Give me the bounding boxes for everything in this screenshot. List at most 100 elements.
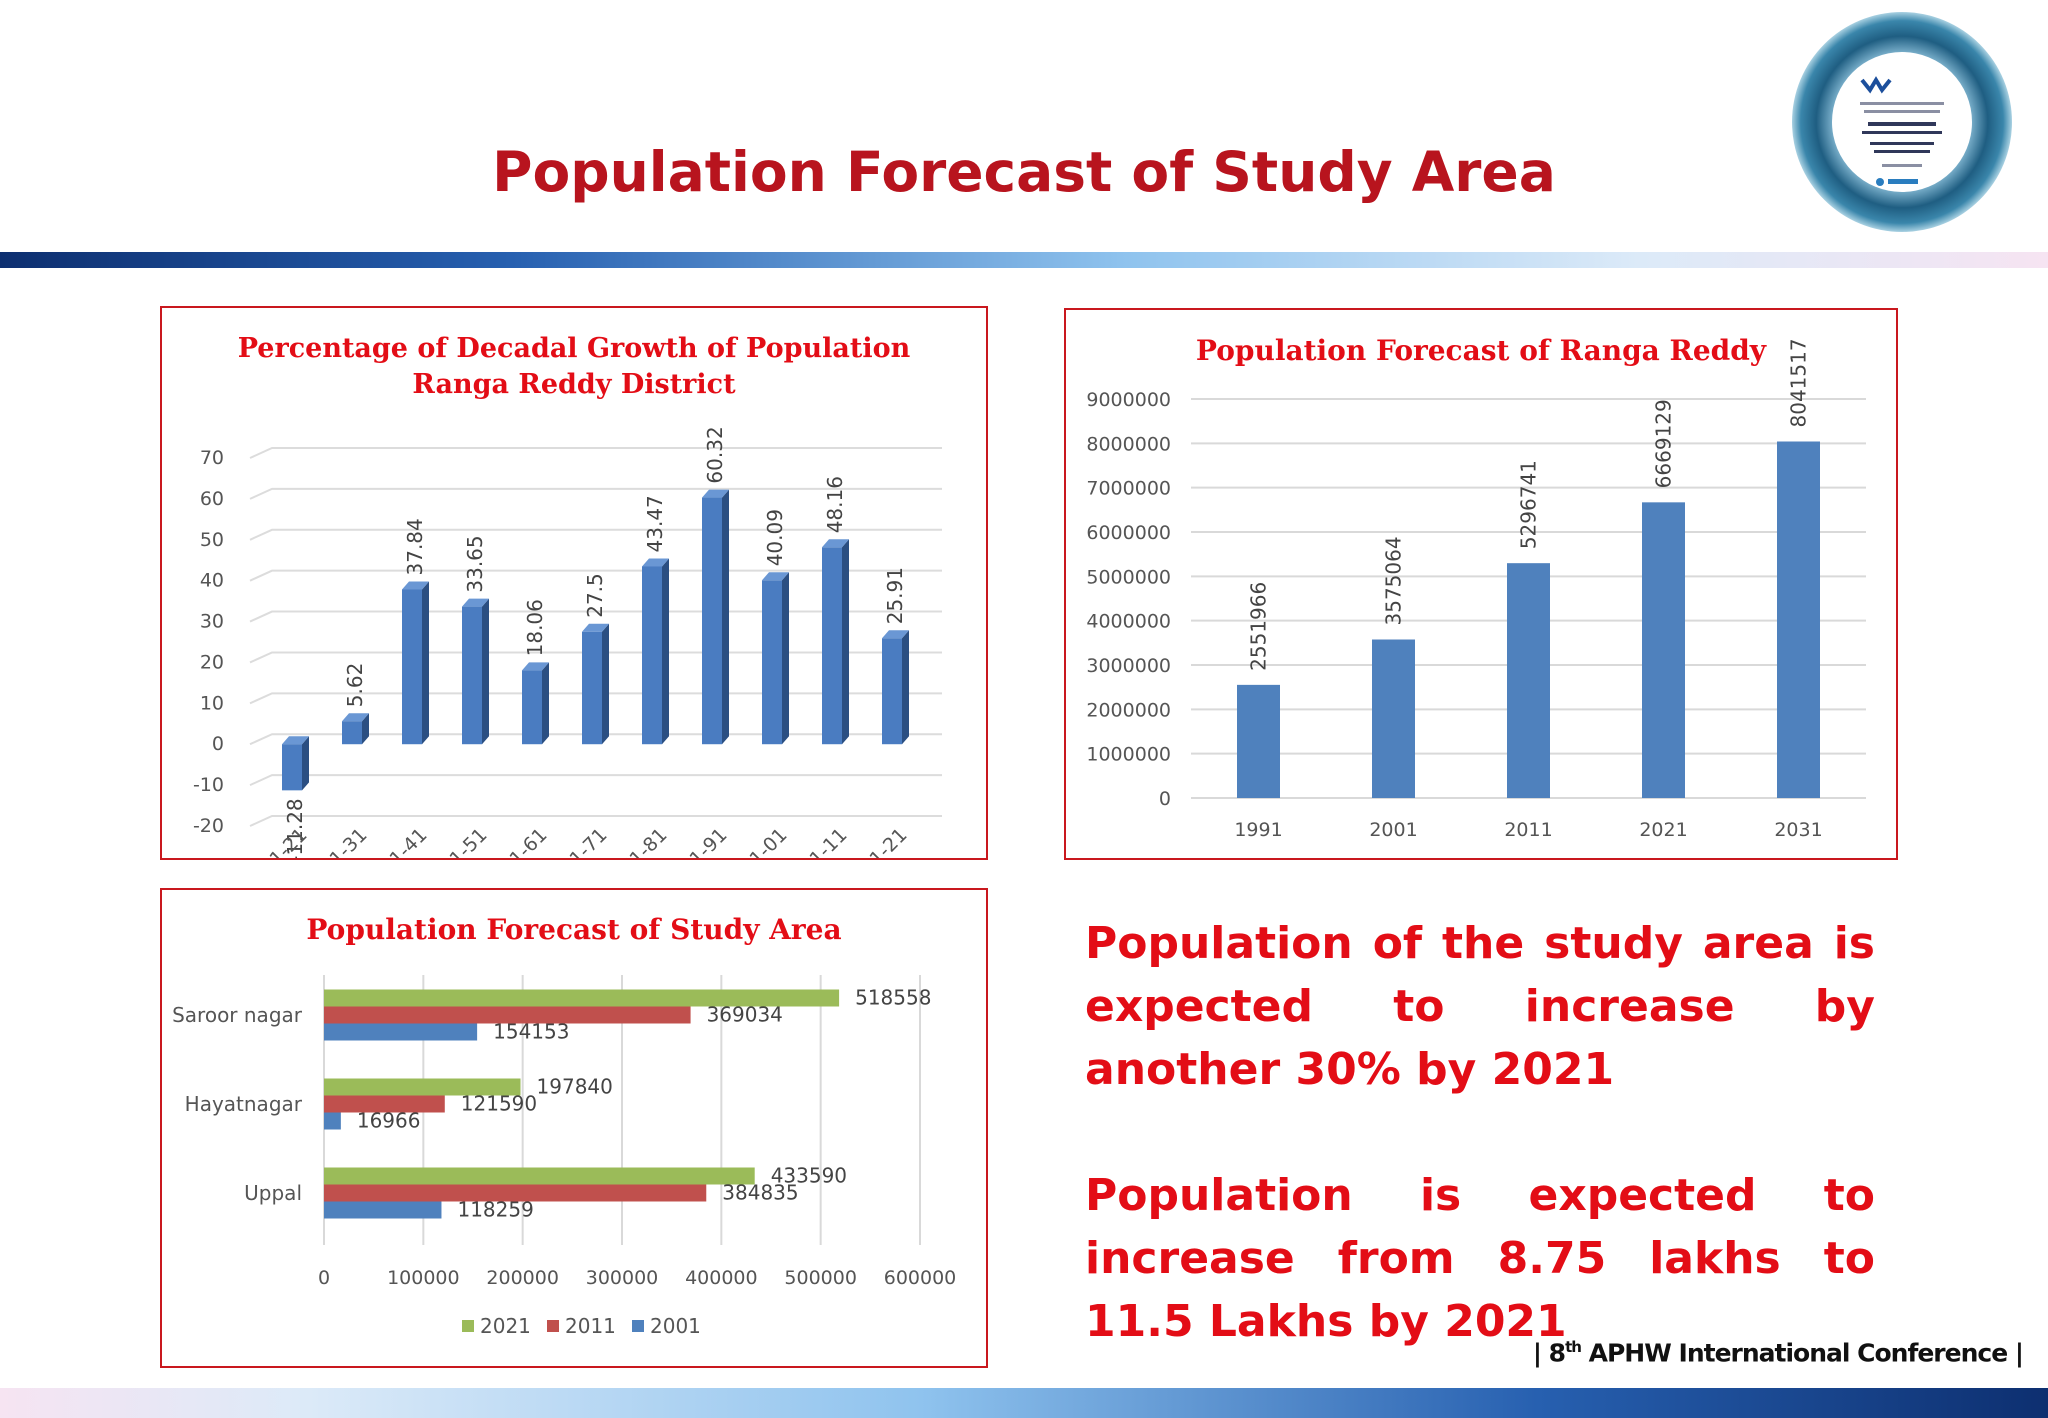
chart3-bar [324,1201,442,1219]
chart1-y-tick: 20 [200,651,224,673]
chart1-bar-top [882,630,909,639]
chart3-x-tick: 400000 [685,1267,758,1289]
chart1-subtitle: Ranga Reddy District [412,369,736,400]
chart1-gridline [249,487,942,500]
chart3-legend-label: 2021 [480,1314,531,1338]
chart3-data-label: 518558 [855,986,931,1010]
chart2-bar [1237,684,1280,798]
chart2-y-tick: 5000000 [1086,566,1171,588]
chart2-y-tick: 1000000 [1086,744,1171,766]
decadal-growth-chart: Percentage of Decadal Growth of Populati… [193,333,942,858]
chart3-bar [324,1078,521,1096]
chart1-bar-top [342,713,369,722]
chart1-x-tick: 1951-61 [480,824,552,858]
chart1-data-label: 25.91 [883,567,907,624]
ranga-reddy-forecast-panel: Population Forecast of Ranga Reddy 0 1000… [1064,308,1898,860]
chart1-bar [582,631,602,745]
chart1-bar-side [602,623,609,745]
chart2-y-tick: 2000000 [1086,699,1171,721]
chart3-x-tick: 100000 [387,1267,460,1289]
chart1-bar [702,497,722,745]
chart3-data-label: 197840 [537,1075,613,1099]
chart1-bar-top [582,623,609,632]
chart3-data-label: 16966 [357,1109,421,1133]
chart1-data-label: 33.65 [463,535,487,592]
bottom-gradient-band [0,1388,2048,1418]
chart1-y-tick: 50 [200,529,224,551]
conference-footer: | 8th APHW International Conference | [1533,1338,2024,1367]
chart1-bar-side [902,630,909,745]
chart1-bar-top [402,581,429,590]
chart1-bar [282,744,302,791]
chart3-bar [324,1167,755,1185]
chart1-bar-side [482,598,489,745]
chart1-data-label: 48.16 [823,476,847,533]
chart3-data-label: 384835 [722,1181,798,1205]
chart2-bar [1642,502,1685,798]
chart1-y-tick: 10 [200,692,224,714]
chart1-data-label: -11.28 [283,798,307,858]
chart1-y-tick: 40 [200,570,224,592]
chart3-x-tick: 200000 [486,1267,559,1289]
chart1-y-tick: -20 [193,815,224,837]
chart3-bar [324,1184,707,1202]
chart2-data-label: 3575064 [1382,536,1406,625]
chart1-gridline [249,815,942,827]
chart1-bar [762,580,782,745]
chart2-y-tick: 9000000 [1086,389,1171,411]
chart1-bar [522,670,542,745]
chart1-x-tick: 1971-81 [600,824,672,858]
chart1-bar-side [722,489,729,745]
chart1-bar [462,606,482,745]
chart3-title: Population Forecast of Study Area [306,913,841,946]
chart1-gridline [249,447,942,459]
chart1-x-tick: 2001-11 [780,824,852,858]
chart1-y-tick: 60 [200,488,224,510]
chart2-y-tick: 6000000 [1086,522,1171,544]
chart1-y-tick: 30 [200,611,224,633]
chart1-bar [342,721,362,745]
chart3-x-tick: 500000 [784,1267,857,1289]
chart1-y-tick: 0 [212,733,224,755]
chart1-bar-top [642,558,669,567]
chart3-data-label: 118259 [457,1198,533,1222]
chart2-data-label: 2551966 [1247,582,1271,671]
chart3-y-tick: Uppal [244,1181,302,1205]
chart1-data-label: 60.32 [703,426,727,483]
chart2-x-tick: 2021 [1639,819,1687,841]
chart3-legend-label: 2011 [565,1314,616,1338]
chart1-bar [642,566,662,745]
chart3-x-tick: 600000 [884,1267,957,1289]
chart2-bar [1777,441,1820,798]
chart1-y-tick: 70 [200,447,224,469]
chart1-bar-side [842,539,849,745]
chart2-x-tick: 2031 [1774,819,1822,841]
chart1-title: Percentage of Decadal Growth of Populati… [238,333,911,364]
chart2-data-label: 6669129 [1652,399,1676,488]
chart1-bar [822,547,842,745]
chart1-x-tick: 1981-91 [660,824,732,858]
chart1-bar-top [282,736,309,745]
chart1-data-label: 27.5 [583,573,607,618]
chart2-bar [1507,563,1550,798]
chart1-bar-top [702,489,729,498]
chart2-x-tick: 2001 [1369,819,1417,841]
chart1-gridline [249,774,942,787]
chart3-legend-swatch [462,1320,474,1332]
chart1-data-label: 43.47 [643,495,667,552]
chart3-legend-swatch [632,1320,644,1332]
chart1-bar-top [462,598,489,607]
chart1-bar-side [302,736,309,791]
top-gradient-band [0,252,2048,268]
chart3-bar [324,1006,691,1024]
chart3-legend-label: 2001 [650,1314,701,1338]
chart1-data-label: 40.09 [763,509,787,566]
chart1-bar [402,589,422,745]
chart3-bar [324,1112,341,1130]
chart3-data-label: 154153 [493,1020,569,1044]
chart2-y-tick: 8000000 [1086,433,1171,455]
chart3-legend-swatch [547,1320,559,1332]
conference-logo [1792,12,2012,232]
chart1-bar-side [362,713,369,745]
chart2-y-tick: 0 [1159,788,1171,810]
